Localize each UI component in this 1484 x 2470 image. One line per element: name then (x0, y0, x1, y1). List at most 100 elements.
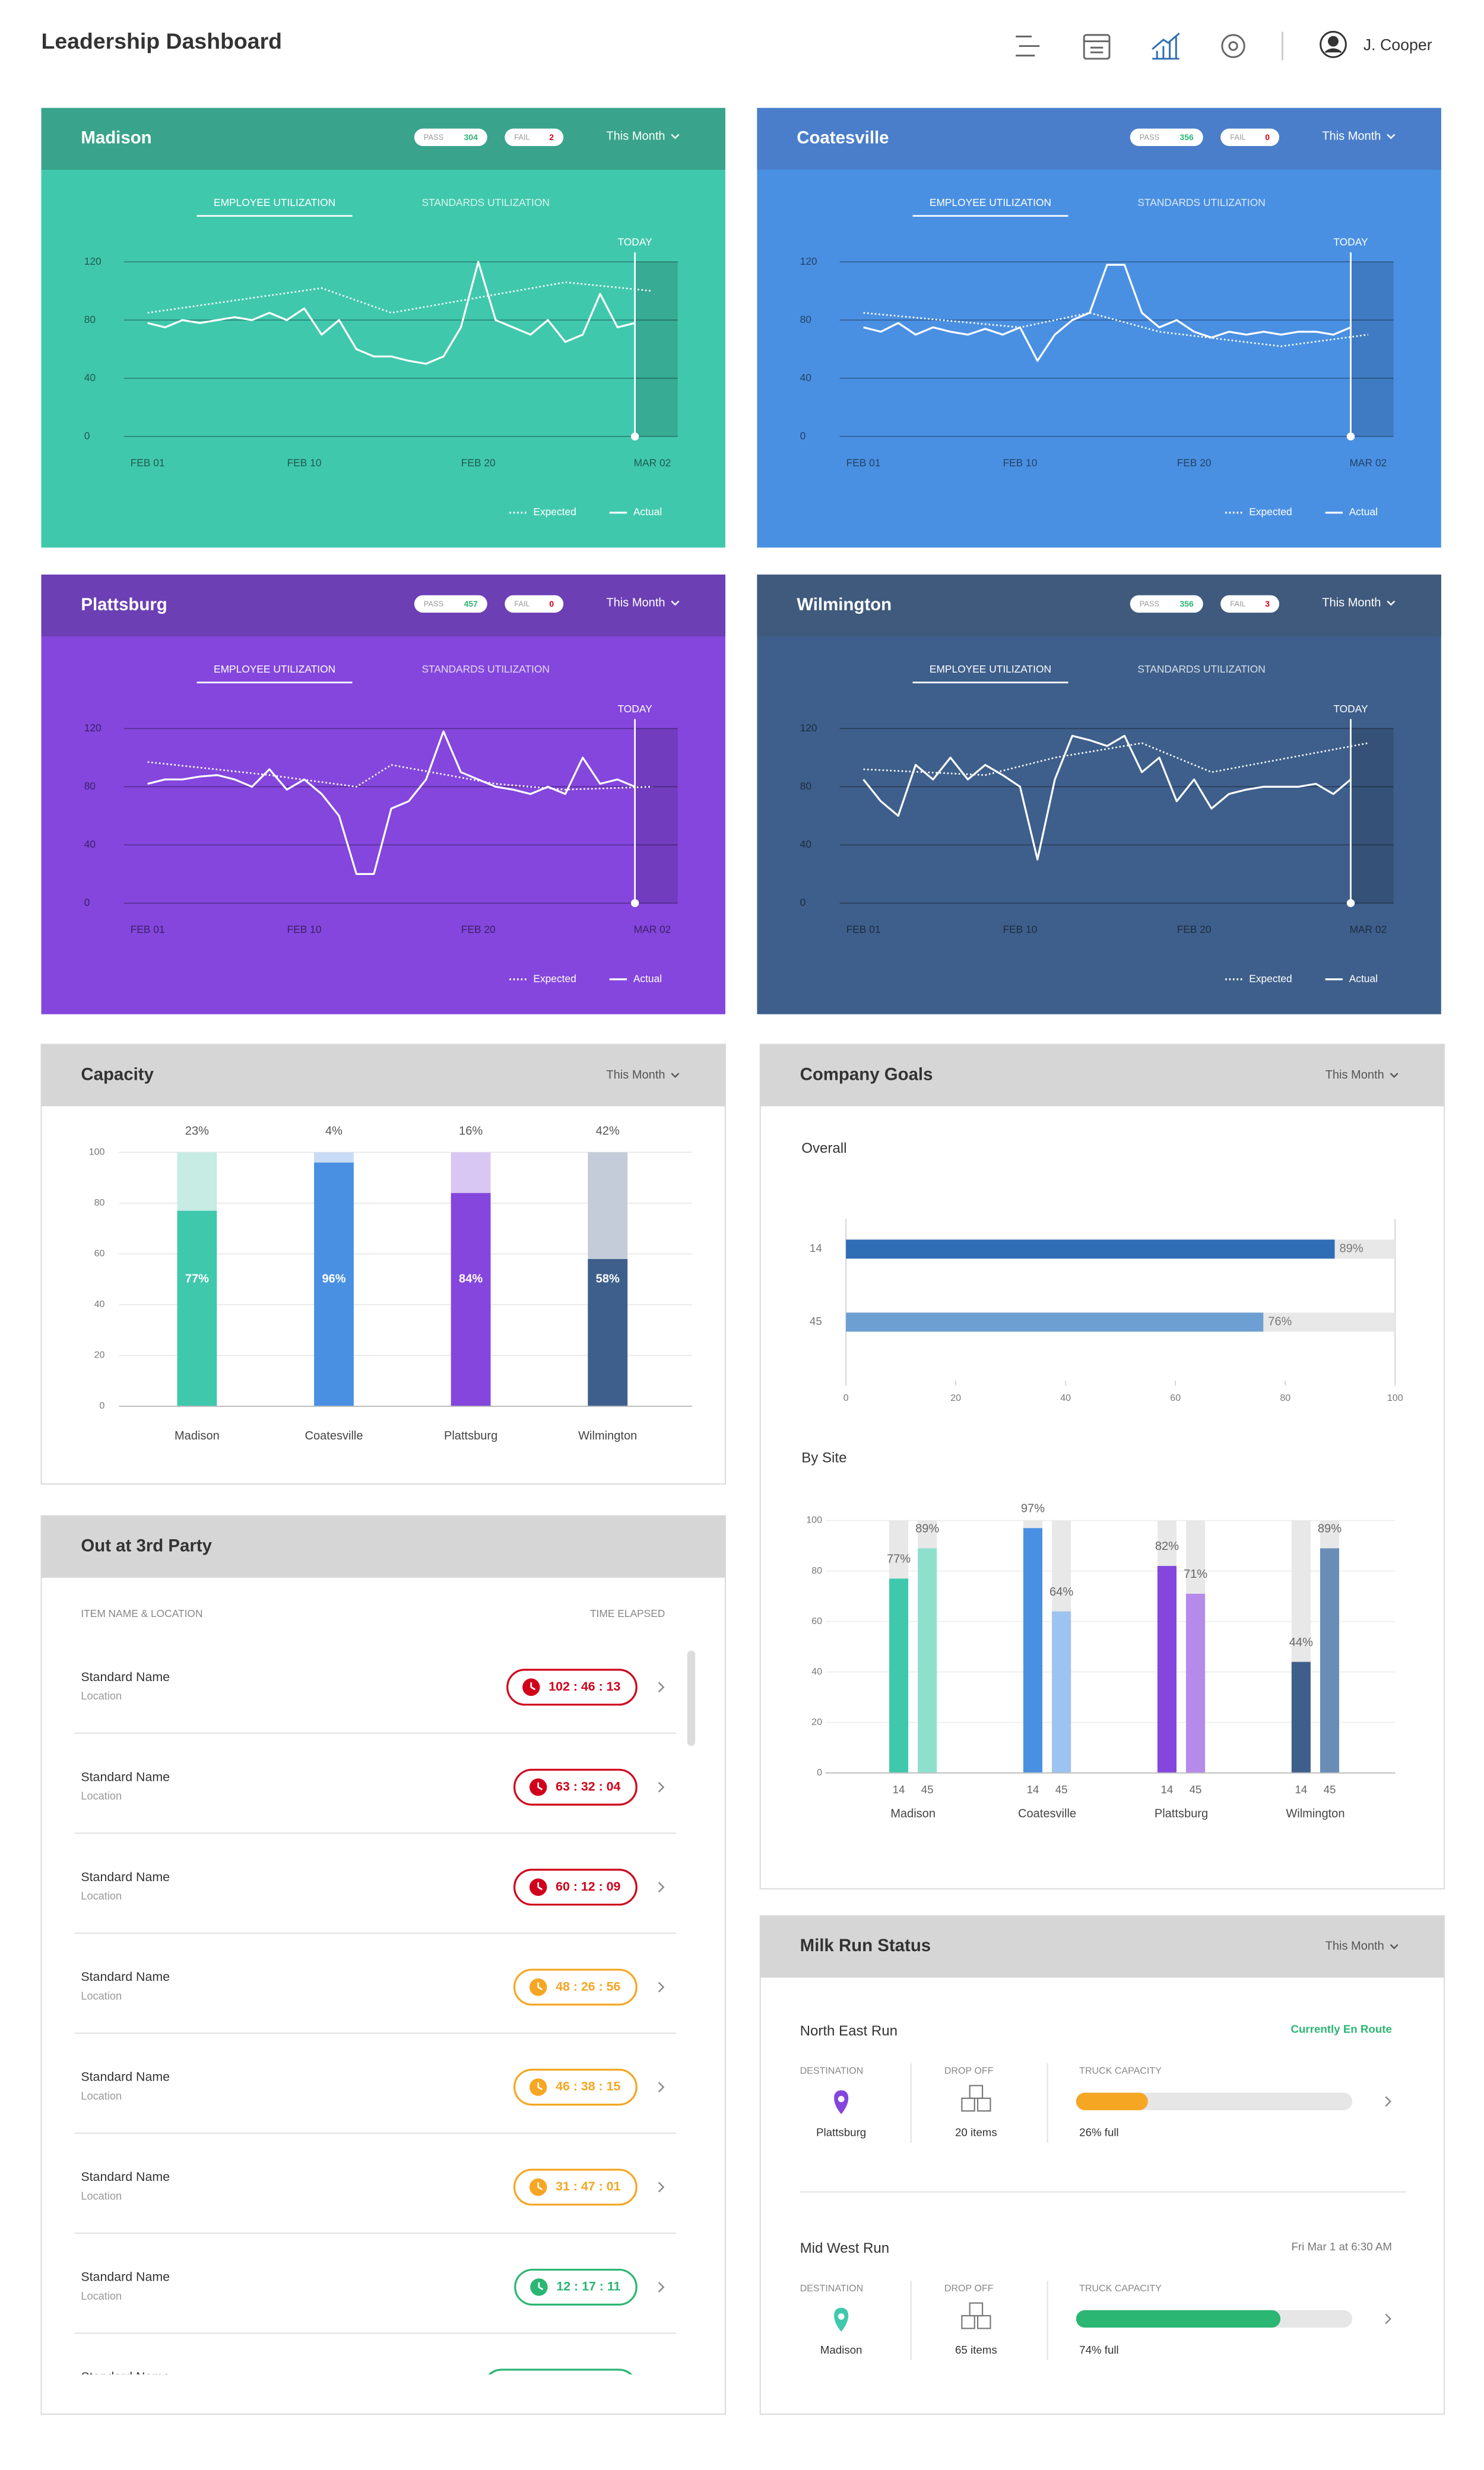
period-dropdown[interactable]: This Month (606, 1068, 665, 1082)
chevron (658, 2182, 665, 2193)
time-pill (513, 2069, 638, 2106)
bar (1023, 1528, 1043, 1773)
badge (505, 595, 564, 613)
bar-label: 4% (325, 1125, 343, 1138)
y-tick-label: 120 (84, 255, 102, 267)
panel (759, 1915, 1445, 2415)
clock-hands (537, 1782, 543, 1790)
capacity-text: 74% full (1079, 2344, 1119, 2356)
y-tick-label: 0 (100, 1400, 105, 1411)
badge-value: 0 (1265, 132, 1270, 142)
series-label: 14 (1027, 1783, 1039, 1796)
x-tick-label: 0 (844, 1393, 849, 1403)
expected-line (147, 761, 652, 791)
run-name: North East Run (800, 2023, 898, 2039)
list-row[interactable]: Standard Name Location 12 : 17 : 11 (74, 2268, 677, 2334)
y-tick-label: 100 (806, 1515, 822, 1526)
bar-label: 82% (1155, 1540, 1179, 1553)
period-dropdown[interactable]: This Month (606, 596, 665, 609)
settings-icon[interactable] (1221, 34, 1245, 58)
x-tick-label: Madison (175, 1429, 220, 1442)
tab[interactable]: STANDARDS UTILIZATION (1137, 663, 1265, 675)
period-dropdown[interactable]: This Month (1322, 596, 1381, 609)
tab[interactable]: EMPLOYEE UTILIZATION (930, 196, 1051, 208)
nav-icons (1016, 31, 1347, 61)
y-tick-label: 120 (800, 722, 817, 734)
chevron[interactable] (1385, 2313, 1391, 2325)
column-header: ITEM NAME & LOCATION (81, 1607, 202, 1619)
time-elapsed: 48 : 26 : 56 (556, 1979, 620, 1993)
badge-label: FAIL (514, 132, 529, 141)
today-label: TODAY (1333, 236, 1368, 248)
list-row[interactable]: Standard Name Location 102 : 46 : 13 (74, 1669, 677, 1734)
list-row[interactable]: Standard Name Location 48 : 26 : 56 (74, 1968, 677, 2034)
period-dropdown[interactable]: This Month (1326, 1068, 1384, 1082)
tab[interactable]: EMPLOYEE UTILIZATION (214, 196, 335, 208)
period-dropdown[interactable]: This Month (606, 129, 665, 142)
x-tick-label: FEB 10 (287, 923, 322, 935)
bar-label: 71% (1184, 1568, 1207, 1581)
future-shade (635, 262, 678, 437)
item-location: Location (81, 2290, 122, 2302)
list-row[interactable]: Standard Name (75, 2368, 676, 2433)
box-icon (961, 2315, 975, 2329)
panel-body (41, 107, 725, 548)
x-tick-label: FEB 20 (1177, 456, 1212, 468)
analytics-icon[interactable] (1152, 33, 1180, 60)
capacity-bar (1076, 2092, 1148, 2110)
tab[interactable]: STANDARDS UTILIZATION (421, 663, 549, 675)
y-tick-label: 80 (800, 780, 811, 792)
field-label: DESTINATION (800, 2066, 864, 2076)
y-tick-label: 0 (84, 896, 90, 908)
destination: Plattsburg (816, 2126, 866, 2139)
bar-segment (588, 1152, 628, 1259)
actual-line (147, 730, 636, 876)
scrollbar[interactable] (687, 1650, 696, 1746)
bar-label: 16% (459, 1125, 483, 1138)
panel-title: Wilmington (797, 595, 892, 614)
x-tick-label: Madison (890, 1807, 936, 1820)
time-pill (513, 1869, 638, 1906)
future-shade (1350, 262, 1394, 437)
period-dropdown[interactable]: This Month (1326, 1940, 1384, 1953)
x-tick-label: MAR 02 (634, 456, 671, 468)
list-row[interactable]: Standard Name Location 63 : 32 : 04 (74, 1768, 677, 1834)
box-icon (969, 2302, 984, 2317)
by-site-chart: By Site 0 20 40 60 80 100 77% 14 89% 45 Madison 97% 1… (801, 1450, 1396, 1820)
user-name[interactable]: J. Cooper (1363, 36, 1432, 54)
tab[interactable]: STANDARDS UTILIZATION (1137, 196, 1265, 208)
series-label: 45 (1190, 1783, 1202, 1796)
today-label: TODAY (618, 703, 653, 715)
panel-title: Madison (81, 128, 151, 148)
chevron (658, 1781, 665, 1793)
run-status: Currently En Route (1290, 2023, 1391, 2035)
legend-label: Expected (1249, 972, 1292, 984)
time-elapsed: 60 : 12 : 09 (556, 1879, 620, 1894)
bar (846, 1312, 1264, 1332)
line-panel: Madison PASS 304 FAIL 2 This Month EMPLOYEE UT… (41, 107, 725, 548)
list-row[interactable]: Standard Name Location 46 : 38 : 15 (74, 2069, 677, 2134)
tab[interactable]: EMPLOYEE UTILIZATION (214, 663, 335, 675)
panel-title: Plattsburg (81, 595, 167, 614)
user-icon[interactable] (1320, 31, 1347, 58)
tab[interactable]: STANDARDS UTILIZATION (421, 196, 549, 208)
y-tick-label: 80 (94, 1197, 105, 1208)
today-label: TODAY (1333, 703, 1368, 715)
badge-value: 0 (549, 599, 554, 608)
bar-segment (177, 1152, 217, 1211)
tab[interactable]: EMPLOYEE UTILIZATION (930, 663, 1051, 675)
item-location: Location (81, 2190, 122, 2202)
chevron[interactable] (1385, 2096, 1391, 2107)
panel-header (41, 107, 725, 170)
clock-hands (530, 1682, 536, 1691)
list-row[interactable]: Standard Name Location 60 : 12 : 09 (74, 1869, 677, 1934)
x-tick-label: 40 (1060, 1393, 1071, 1403)
destination: Madison (820, 2344, 863, 2356)
x-tick-label: FEB 20 (461, 923, 496, 935)
calendar-icon[interactable] (1083, 34, 1111, 60)
y-tick-label: 100 (89, 1146, 105, 1157)
y-tick-label: 20 (94, 1350, 105, 1361)
timeline-icon[interactable] (1016, 36, 1040, 57)
list-row[interactable]: Standard Name Location 31 : 47 : 01 (74, 2168, 677, 2234)
period-dropdown[interactable]: This Month (1322, 129, 1381, 142)
